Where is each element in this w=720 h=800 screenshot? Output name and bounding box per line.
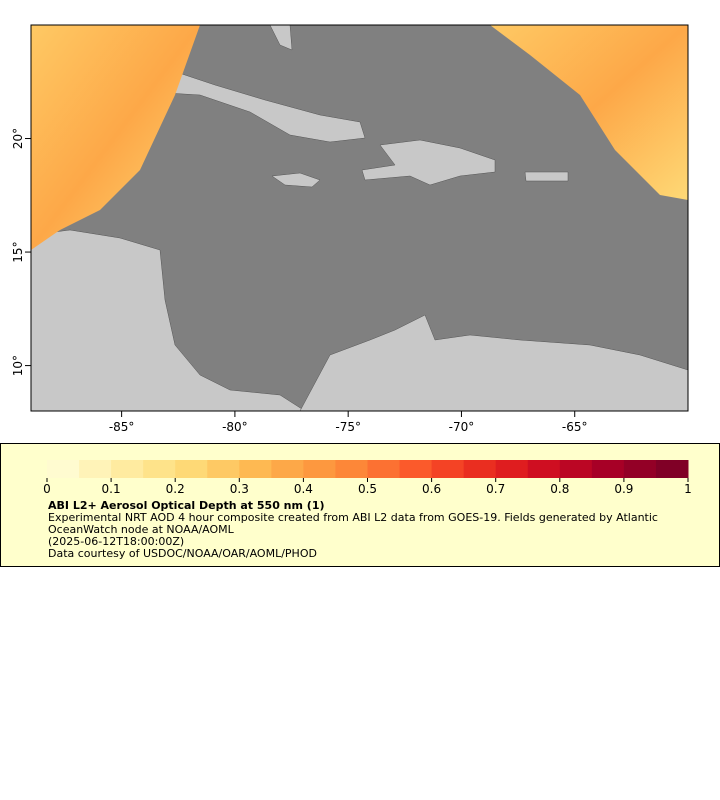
color-band [559, 460, 593, 478]
color-band [111, 460, 144, 478]
aerosol-area [31, 25, 200, 250]
colorbar-tick-label: 0.8 [550, 482, 569, 496]
x-tick-label: -65° [562, 420, 588, 434]
color-band [463, 460, 497, 478]
colorbar-tick-label: 0.5 [358, 482, 377, 496]
aerosol-field [31, 25, 688, 250]
x-tick-label: -70° [449, 420, 475, 434]
jamaica [271, 172, 321, 188]
legend-text: ABI L2+ Aerosol Optical Depth at 550 nm … [48, 500, 688, 560]
x-tick-label: -80° [222, 420, 248, 434]
legend-credit: Data courtesy of USDOC/NOAA/OAR/AOML/PHO… [48, 547, 317, 560]
map-frame [30, 24, 689, 412]
color-band [47, 460, 80, 478]
y-tick-label: 10° [11, 355, 25, 376]
color-band [591, 460, 625, 478]
color-band [495, 460, 529, 478]
color-band [527, 460, 561, 478]
cuba [129, 69, 366, 143]
colorbar-tick-label: 0.1 [102, 482, 121, 496]
color-band [431, 460, 465, 478]
color-band [175, 460, 208, 478]
color-band [79, 460, 112, 478]
land [30, 24, 689, 412]
colorbar-tick-label: 0.2 [166, 482, 185, 496]
color-band [207, 460, 240, 478]
legend-description: Experimental NRT AOD 4 hour composite cr… [48, 511, 658, 536]
color-band [367, 460, 401, 478]
hispaniola [361, 139, 496, 186]
colorbar-tick-label: 1 [684, 482, 692, 496]
legend-time: (2025-06-12T18:00:00Z) [48, 535, 185, 548]
colorbar-tick-label: 0.7 [486, 482, 505, 496]
y-tick-label: 20° [11, 128, 25, 149]
colorbar-tick-label: 0.9 [614, 482, 633, 496]
color-band [335, 460, 368, 478]
color-band [623, 460, 657, 478]
color-band [143, 460, 176, 478]
color-band [655, 460, 689, 478]
x-tick-label: -85° [109, 420, 135, 434]
color-band [303, 460, 336, 478]
color-band [271, 460, 304, 478]
aerosol-area [490, 25, 688, 200]
legend-title: ABI L2+ Aerosol Optical Depth at 550 nm … [48, 499, 325, 512]
color-band [399, 460, 433, 478]
y-tick-label: 15° [11, 241, 25, 262]
puerto-rico [524, 171, 569, 182]
colorbar-tick-label: 0.3 [230, 482, 249, 496]
colorbar-tick-label: 0.6 [422, 482, 441, 496]
color-band [239, 460, 272, 478]
colorbar-tick-label: 0.4 [294, 482, 313, 496]
x-tick-label: -75° [335, 420, 361, 434]
colorbar-tick-label: 0 [43, 482, 51, 496]
